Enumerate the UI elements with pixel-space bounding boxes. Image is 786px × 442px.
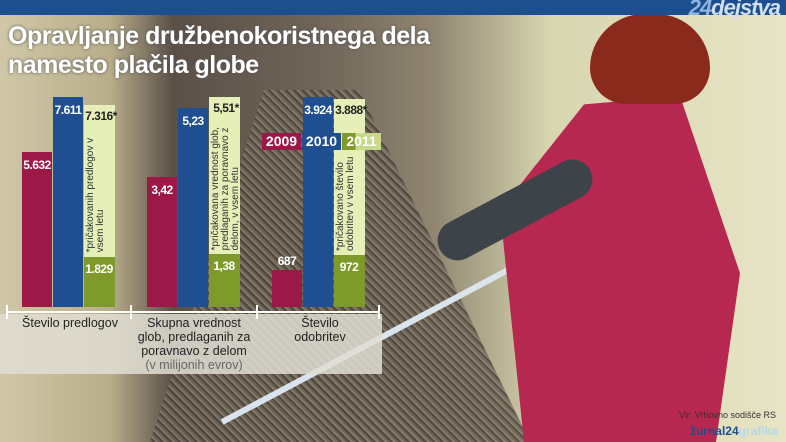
bar-2011: [84, 256, 115, 307]
axis-tick: [256, 305, 258, 319]
data-label-2011: 972: [339, 259, 359, 274]
data-label-2009: 5.632: [23, 157, 51, 172]
data-label-2010: 3.924: [304, 103, 332, 117]
bar-2010: [178, 107, 208, 307]
data-label-2011: 1.829: [85, 261, 113, 276]
brand-logo: 24dejstva: [688, 0, 781, 20]
photo-hair: [590, 14, 710, 104]
legend-2011: 2011: [342, 133, 381, 150]
bar-2009: [147, 176, 177, 307]
bar-2011: [209, 254, 240, 307]
chart-title: Opravljanje družbenokoristnega dela names…: [8, 22, 430, 79]
data-label-2010: 5,23: [182, 113, 204, 128]
data-label-2011-expected: 5,51*: [213, 101, 239, 115]
bar-note: *pričakovana vrednost glob, predlaganih …: [210, 126, 241, 251]
category-label: Skupna vrednost glob, predlaganih za por…: [137, 316, 251, 372]
data-label-2009: 687: [277, 254, 297, 269]
bar-note: *pričakovanih predlogov v vsem letu: [85, 138, 106, 253]
category-panel: [0, 314, 382, 374]
axis-tick: [6, 305, 8, 319]
credit-logo: žurnal24grafika: [689, 424, 778, 438]
data-label-2011: 1,38: [213, 259, 235, 274]
bar-2011: [334, 254, 365, 307]
top-bar: 24dejstva: [0, 0, 786, 20]
bar-2010: [303, 97, 333, 307]
bar-2009: [22, 151, 52, 307]
axis-tick: [378, 305, 380, 319]
source-note: Vir: Vrhovno sodišče RS: [678, 410, 776, 420]
data-label-2011-expected: 3.888*: [335, 102, 367, 117]
data-label-2009: 3,42: [151, 182, 173, 197]
legend-2010: 2010: [302, 133, 341, 150]
bar-2009: [272, 270, 302, 307]
axis-tick: [130, 305, 132, 319]
category-label: Število odobritev: [294, 316, 346, 344]
data-label-2010: 7.611: [54, 103, 82, 117]
legend-2009: 2009: [262, 133, 301, 150]
x-axis: [6, 311, 380, 313]
bar-2010: [53, 97, 83, 307]
category-label: Število predlogov: [22, 316, 118, 330]
data-label-2011-expected: 7.316*: [85, 109, 117, 124]
